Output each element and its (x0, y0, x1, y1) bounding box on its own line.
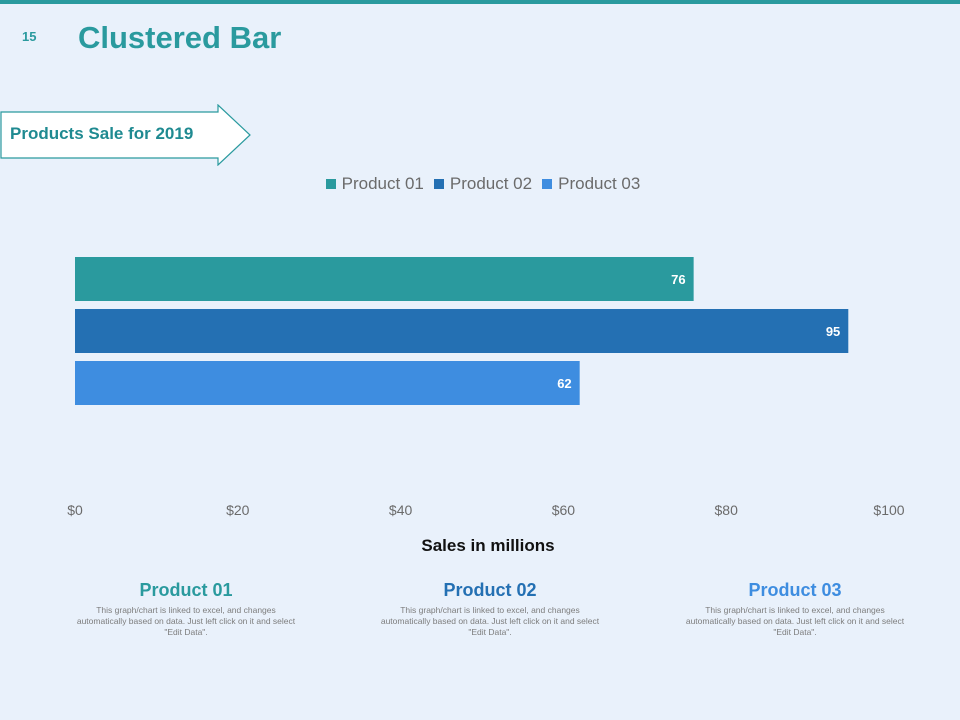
legend-label: Product 01 (341, 174, 424, 193)
product-summary-03: Product 03 This graph/chart is linked to… (685, 580, 905, 638)
bar-product-03 (75, 361, 580, 405)
legend-label: Product 02 (449, 174, 533, 193)
callout-label: Products Sale for 2019 (10, 124, 194, 143)
product-name: Product 03 (748, 580, 842, 600)
callout-arrow-shape (0, 104, 251, 166)
bar-product-02 (75, 309, 849, 353)
x-tick-label: $0 (67, 502, 83, 518)
product-description: This graph/chart is linked to excel, and… (380, 605, 600, 637)
bar-data-label: 76 (671, 272, 685, 287)
legend-item-product-03: Product 03 (542, 174, 640, 194)
slide-number: 15 (22, 29, 37, 44)
bar-data-label: 95 (826, 324, 840, 339)
product-name: Product 02 (443, 580, 537, 600)
legend-swatch (433, 179, 444, 189)
product-description: This graph/chart is linked to excel, and… (76, 605, 296, 637)
x-axis-title: Sales in millions (421, 536, 555, 555)
x-tick-label: $20 (226, 502, 250, 518)
x-tick-label: $100 (873, 502, 904, 518)
bar-product-01 (75, 257, 694, 301)
chart-legend: Product 01 Product 02 Product 03 (0, 174, 960, 194)
legend-swatch (542, 179, 553, 189)
callout-arrow: Products Sale for 2019 (0, 104, 252, 166)
legend-item-product-02: Product 02 (433, 174, 533, 194)
x-tick-label: $60 (552, 502, 576, 518)
x-tick-label: $40 (389, 502, 413, 518)
product-summary-01: Product 01 This graph/chart is linked to… (76, 580, 296, 638)
product-name: Product 01 (139, 580, 233, 600)
legend-item-product-01: Product 01 (325, 174, 424, 194)
bar-data-label: 62 (557, 376, 571, 391)
x-tick-label: $80 (715, 502, 739, 518)
legend-label: Product 03 (558, 174, 641, 193)
product-description: This graph/chart is linked to excel, and… (685, 605, 905, 637)
top-accent-rule (0, 0, 960, 4)
product-summary-02: Product 02 This graph/chart is linked to… (380, 580, 600, 638)
slide-title: Clustered Bar (78, 20, 282, 55)
legend-swatch (325, 179, 336, 189)
bar-chart: 76 95 62 $0 $20 $40 $60 $80 $100 (67, 257, 905, 518)
